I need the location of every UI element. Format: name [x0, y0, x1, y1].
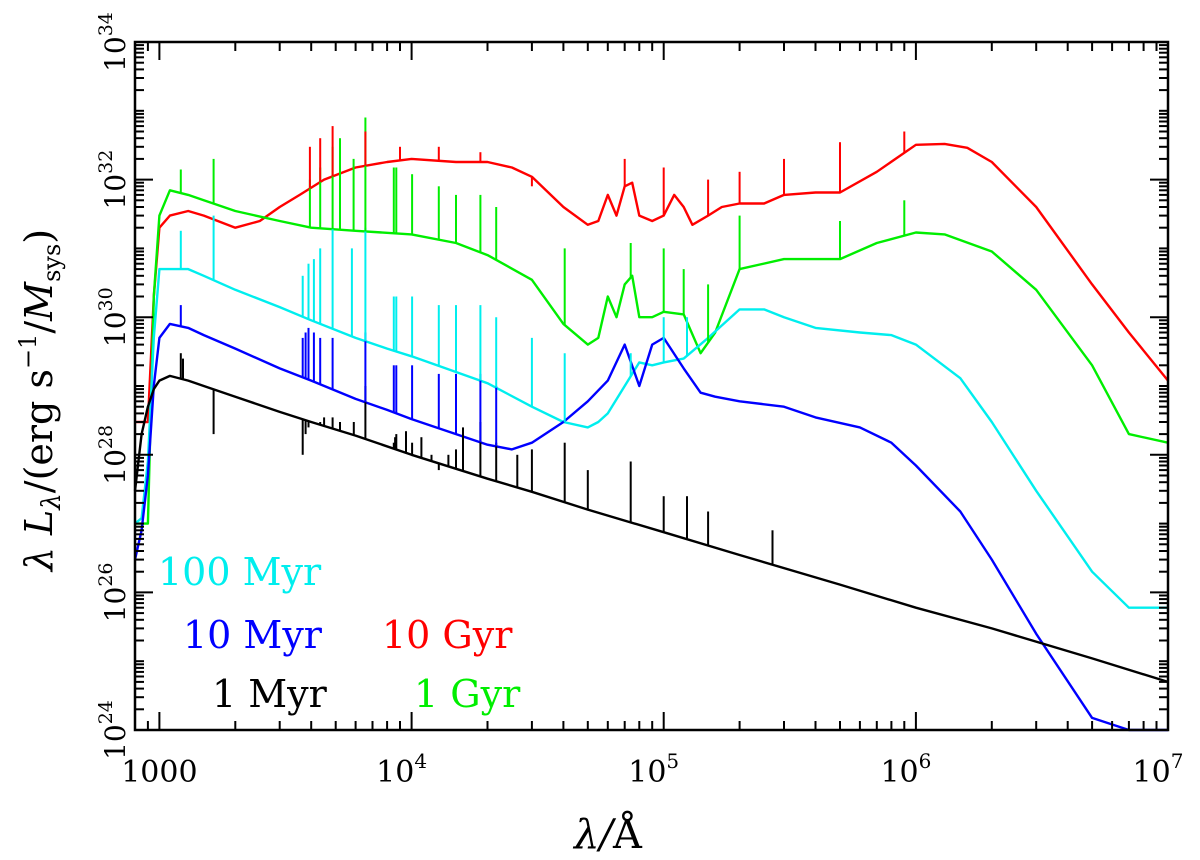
x-tick-label: 107 — [1133, 749, 1184, 790]
series-line-1-myr — [133, 374, 1169, 684]
legend-annotations: 100 Myr 10 Myr 10 Gyr 1 Myr 1 Gyr — [158, 550, 521, 716]
x-axis-label: λ/Å — [572, 811, 643, 858]
y-tick-exponent: 28 — [95, 425, 117, 449]
y-tick-exponent: 24 — [95, 700, 117, 724]
x-tick-label: 1000 — [121, 755, 197, 790]
y-tick-label: 1026 — [95, 562, 132, 622]
series-line-100-myr — [134, 267, 1168, 609]
annotation-10-gyr: 10 Gyr — [382, 613, 513, 657]
annotation-10-myr: 10 Myr — [183, 613, 323, 657]
y-tick-exponent: 32 — [95, 150, 117, 174]
series-line-10-gyr — [135, 142, 1169, 424]
series-layer — [133, 142, 1169, 732]
y-tick-label: 1034 — [95, 12, 132, 72]
y-tick-label: 1028 — [95, 425, 132, 485]
series-line-1-gyr — [135, 189, 1169, 525]
y-axis-label: λ Lλ/(erg s−1/Msys) — [14, 229, 67, 573]
x-tick-exponent: 6 — [919, 749, 932, 773]
y-tick-label: 1030 — [95, 287, 132, 347]
emission-lines-layer — [179, 117, 906, 565]
y-tick-label: 1024 — [95, 700, 132, 760]
y-tick-exponent: 34 — [95, 12, 117, 36]
annotation-1-myr: 1 Myr — [212, 672, 328, 716]
x-tick-exponent: 5 — [666, 749, 679, 773]
series-line-10-myr — [133, 322, 1168, 732]
annotation-1-gyr: 1 Gyr — [414, 672, 521, 716]
y-tick-label: 1032 — [95, 150, 132, 210]
x-tick-label: 105 — [628, 749, 679, 790]
x-tick-label: 106 — [880, 749, 931, 790]
annotation-100-myr: 100 Myr — [158, 550, 322, 594]
y-tick-exponent: 26 — [95, 562, 117, 586]
x-tick-label: 104 — [376, 749, 427, 790]
y-tick-exponent: 30 — [95, 287, 117, 311]
ticks-layer — [134, 41, 1169, 731]
x-tick-exponent: 4 — [414, 749, 427, 773]
x-tick-exponent: 7 — [1171, 749, 1184, 773]
